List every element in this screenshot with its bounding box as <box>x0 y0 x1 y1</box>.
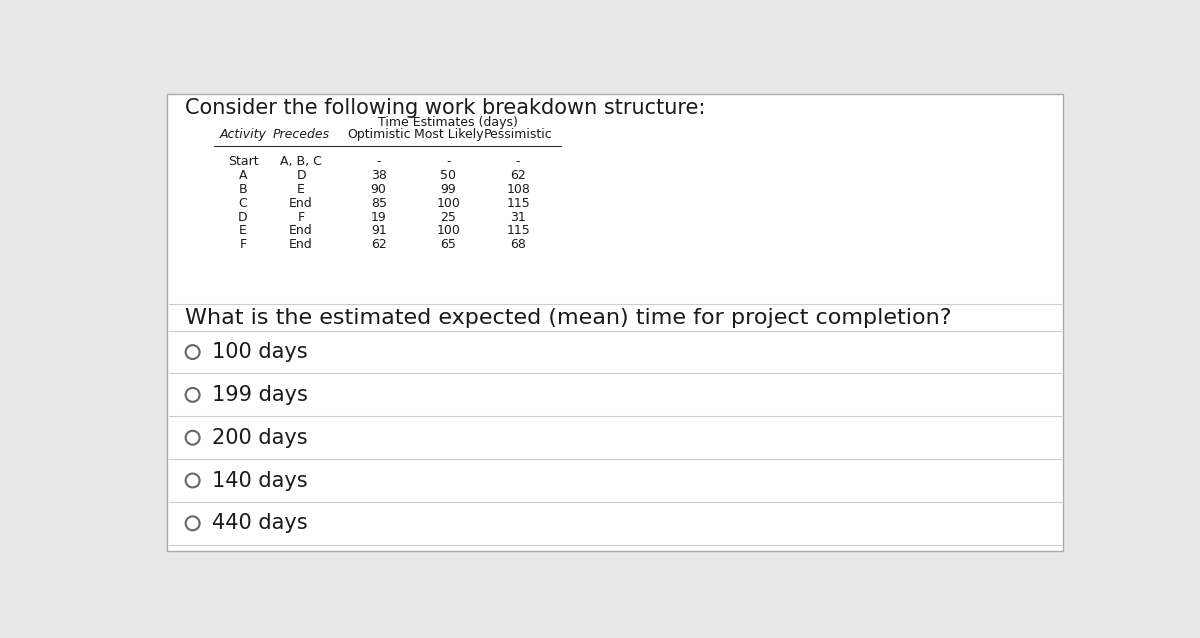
FancyBboxPatch shape <box>167 94 1063 551</box>
Text: Optimistic: Optimistic <box>347 128 410 141</box>
Text: Time Estimates (days): Time Estimates (days) <box>378 116 518 129</box>
Text: 25: 25 <box>440 211 456 223</box>
Text: 31: 31 <box>510 211 526 223</box>
Text: 115: 115 <box>506 225 530 237</box>
Text: 199 days: 199 days <box>212 385 308 405</box>
Text: A, B, C: A, B, C <box>280 155 322 168</box>
Text: 200 days: 200 days <box>212 427 307 448</box>
Text: E: E <box>239 225 247 237</box>
Text: -: - <box>446 155 451 168</box>
Text: E: E <box>298 183 305 196</box>
Text: Activity: Activity <box>220 128 266 141</box>
Text: 19: 19 <box>371 211 386 223</box>
Text: D: D <box>296 169 306 182</box>
Text: 62: 62 <box>371 238 386 251</box>
Text: 90: 90 <box>371 183 386 196</box>
Text: -: - <box>516 155 521 168</box>
Text: Pessimistic: Pessimistic <box>484 128 552 141</box>
Text: Precedes: Precedes <box>272 128 330 141</box>
Text: A: A <box>239 169 247 182</box>
Text: 50: 50 <box>440 169 456 182</box>
Text: End: End <box>289 225 313 237</box>
Text: C: C <box>239 197 247 210</box>
Text: F: F <box>240 238 246 251</box>
Text: B: B <box>239 183 247 196</box>
Text: End: End <box>289 238 313 251</box>
Text: 115: 115 <box>506 197 530 210</box>
Text: Consider the following work breakdown structure:: Consider the following work breakdown st… <box>185 98 706 118</box>
Text: Most Likely: Most Likely <box>414 128 484 141</box>
Text: 68: 68 <box>510 238 526 251</box>
Text: 65: 65 <box>440 238 456 251</box>
Text: 140 days: 140 days <box>212 470 307 491</box>
Text: 108: 108 <box>506 183 530 196</box>
Text: 440 days: 440 days <box>212 514 307 533</box>
Text: End: End <box>289 197 313 210</box>
Text: 100 days: 100 days <box>212 342 307 362</box>
Text: -: - <box>377 155 380 168</box>
Text: 62: 62 <box>510 169 526 182</box>
Text: What is the estimated expected (mean) time for project completion?: What is the estimated expected (mean) ti… <box>185 308 952 327</box>
Text: 91: 91 <box>371 225 386 237</box>
Text: 100: 100 <box>437 225 461 237</box>
Text: 100: 100 <box>437 197 461 210</box>
Text: D: D <box>238 211 248 223</box>
Text: 99: 99 <box>440 183 456 196</box>
Text: Start: Start <box>228 155 258 168</box>
Text: F: F <box>298 211 305 223</box>
Text: 38: 38 <box>371 169 386 182</box>
Text: 85: 85 <box>371 197 386 210</box>
